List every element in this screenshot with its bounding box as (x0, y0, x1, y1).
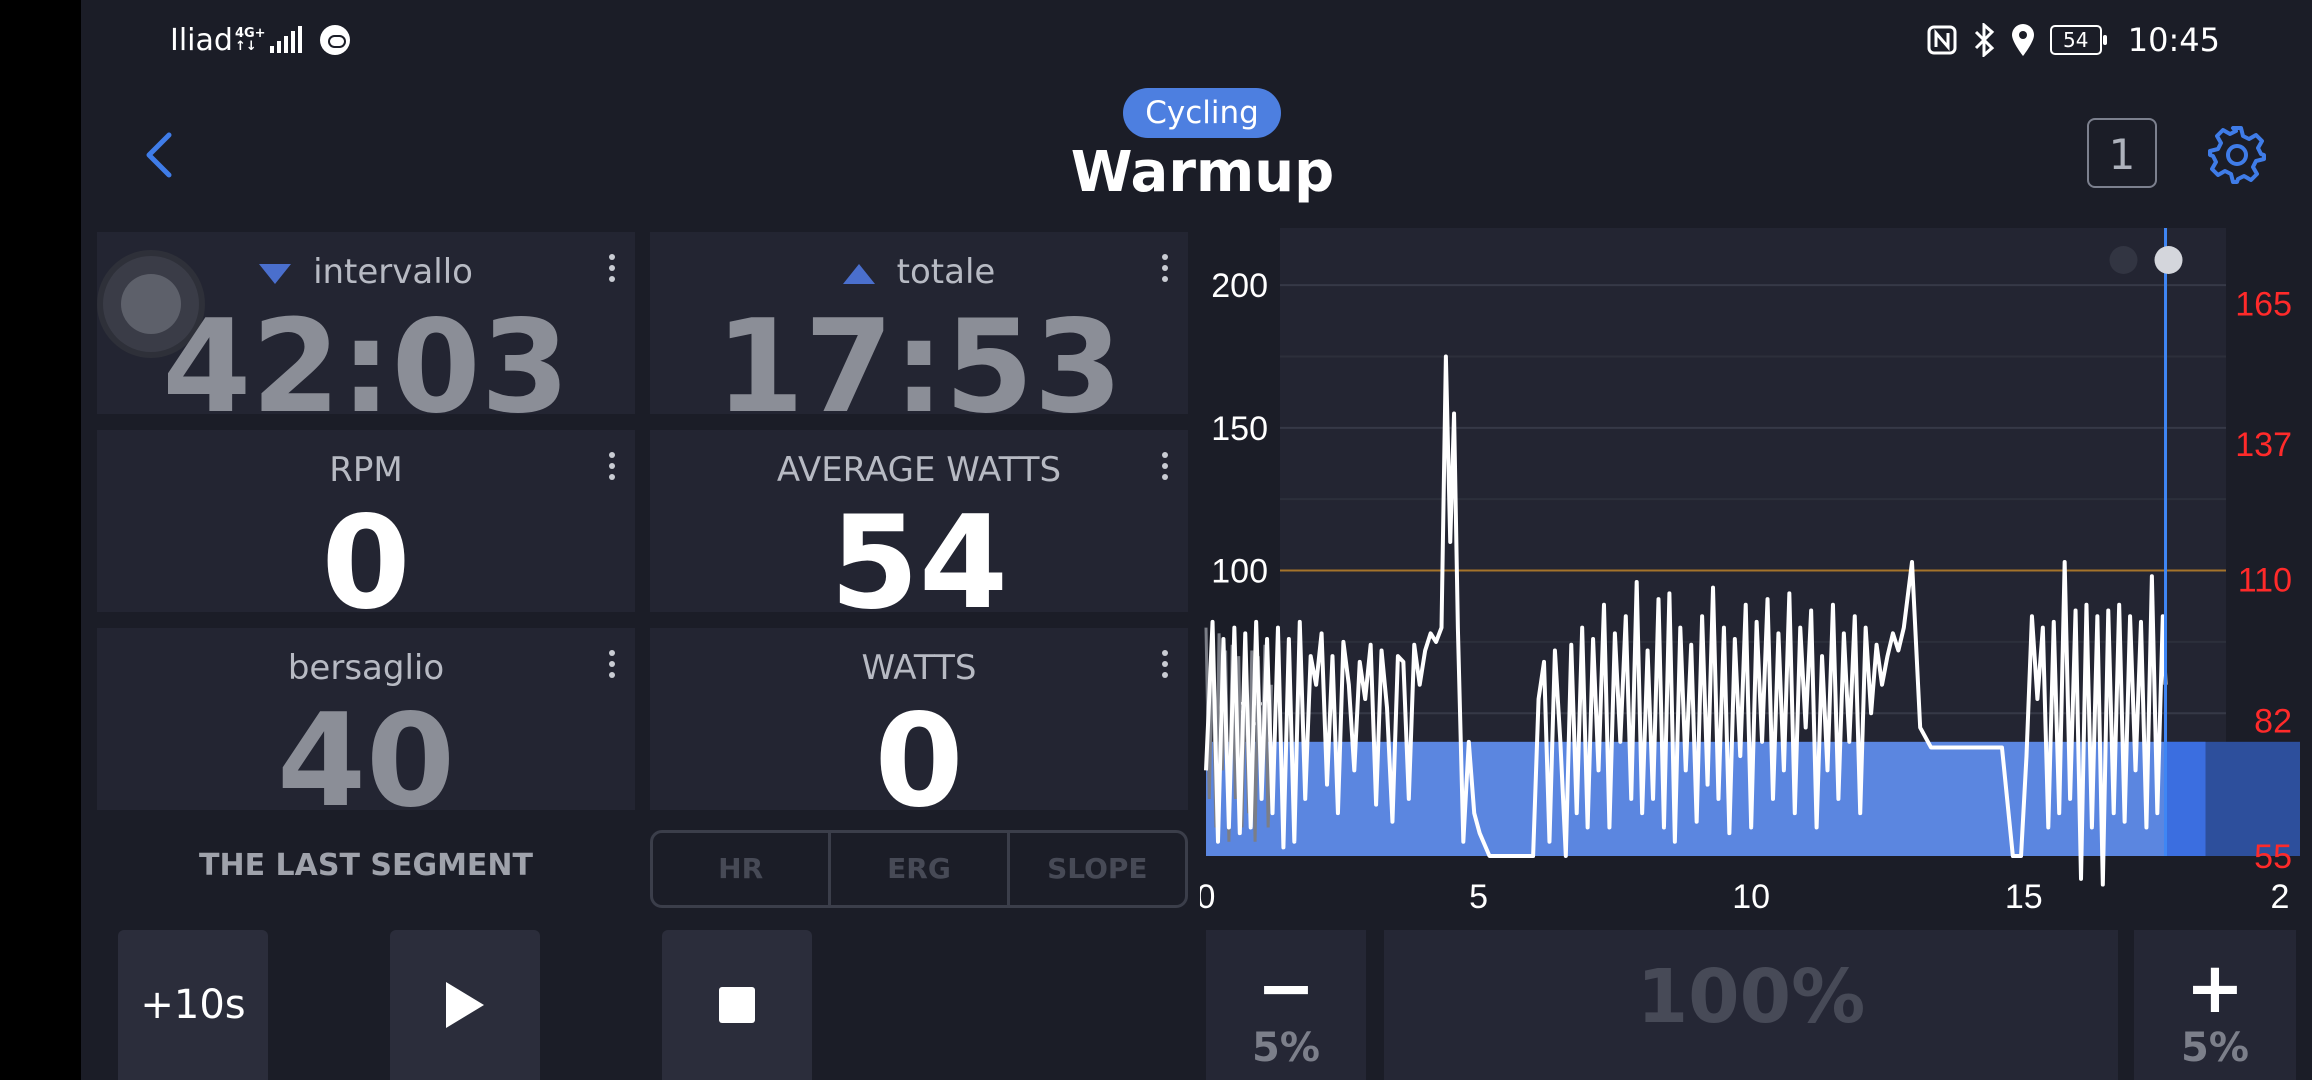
stop-button[interactable] (662, 930, 812, 1080)
y-tick-left: 100 (1211, 553, 1268, 591)
chevron-left-icon (146, 132, 172, 178)
total-tile[interactable]: totale 17:53 (650, 232, 1188, 414)
add-10s-button[interactable]: +10s (118, 930, 268, 1080)
power-series-line (1204, 354, 2168, 887)
last-segment-label: THE LAST SEGMENT (199, 848, 533, 883)
interval-value: 42:03 (162, 293, 570, 415)
nfc-icon (1927, 25, 1957, 55)
network-type-label: 4G+ (234, 26, 266, 41)
page-title: Warmup (1070, 140, 1335, 205)
network-activity: ↑↓ (234, 39, 257, 54)
interval-label: intervallo (313, 252, 473, 292)
y-tick-right: 55 (2254, 838, 2292, 876)
average-watts-tile[interactable]: AVERAGE WATTS 54 (650, 430, 1188, 612)
y-tick-left: 200 (1211, 267, 1268, 305)
x-tick: 2 (2271, 878, 2290, 916)
more-vert-icon[interactable] (609, 254, 617, 287)
decrease-step-label: 5% (1252, 1025, 1320, 1071)
carrier-name: Iliad (170, 22, 233, 58)
sport-badge: Cycling (1123, 88, 1281, 138)
cursor-handle (2154, 246, 2183, 274)
mode-slope-button[interactable]: SLOPE (1047, 852, 1148, 885)
more-vert-icon[interactable] (1162, 452, 1170, 485)
more-vert-icon[interactable] (609, 650, 617, 683)
average-watts-label: AVERAGE WATTS (776, 450, 1062, 490)
increase-step-label: 5% (2181, 1025, 2249, 1071)
cloud-icon (319, 25, 350, 55)
plus-icon: + (2185, 947, 2245, 1029)
x-tick: 10 (1732, 878, 1770, 916)
interval-tile[interactable]: intervallo 42:03 (97, 232, 635, 414)
back-button[interactable] (135, 125, 185, 185)
y-tick-left: 150 (1211, 410, 1268, 448)
minus-icon: − (1256, 947, 1316, 1029)
target-label: bersaglio (287, 648, 445, 688)
average-watts-value: 54 (829, 489, 1009, 613)
watts-value: 0 (874, 687, 964, 811)
increase-intensity-button[interactable]: + 5% (2134, 930, 2296, 1080)
more-vert-icon[interactable] (1162, 254, 1170, 287)
signal-icon (269, 26, 302, 53)
x-tick: 0 (1200, 878, 1215, 916)
x-tick: 5 (1469, 878, 1488, 916)
triangle-up-icon (842, 263, 875, 284)
total-value: 17:53 (715, 293, 1123, 415)
rpm-tile[interactable]: RPM 0 (97, 430, 635, 612)
rpm-label: RPM (329, 450, 403, 490)
cursor-prev-dot (2109, 246, 2138, 274)
more-vert-icon[interactable] (1162, 650, 1170, 683)
stop-icon (719, 987, 755, 1023)
rpm-value: 0 (321, 489, 411, 613)
location-icon (2011, 24, 2034, 56)
target-tile[interactable]: bersaglio 40 (97, 628, 635, 810)
lap-knob-icon[interactable] (103, 256, 199, 352)
y-tick-right: 165 (2235, 285, 2292, 323)
mode-hr-button[interactable]: HR (653, 833, 832, 905)
lap-counter-button[interactable]: 1 (2087, 118, 2157, 188)
y-tick-right: 82 (2254, 702, 2292, 740)
total-label: totale (896, 252, 996, 292)
play-icon (446, 982, 484, 1028)
gear-icon (2208, 126, 2266, 184)
y-tick-right: 110 (2238, 562, 2292, 600)
network-type: 4G+ ↑↓ (235, 27, 266, 53)
triangle-down-icon (259, 263, 292, 284)
status-bar-left: Iliad 4G+ ↑↓ (170, 0, 350, 80)
status-bar-right: 54 10:45 (1926, 0, 2220, 80)
watts-label: WATTS (861, 648, 977, 688)
bluetooth-icon (1974, 23, 1994, 57)
target-segment-current (2165, 741, 2206, 856)
more-vert-icon[interactable] (609, 452, 617, 485)
settings-button[interactable] (2206, 124, 2268, 186)
screen-edge (0, 0, 81, 1080)
play-button[interactable] (390, 930, 540, 1080)
target-value: 40 (276, 687, 456, 811)
battery-icon: 54 (2049, 25, 2107, 55)
x-tick: 15 (2005, 878, 2043, 916)
mode-erg-button[interactable]: ERG (831, 833, 1010, 905)
intensity-value: 100% (1384, 930, 2118, 1080)
clock: 10:45 (2127, 21, 2220, 59)
watts-tile[interactable]: WATTS 0 (650, 628, 1188, 810)
y-tick-right: 137 (2235, 426, 2292, 464)
decrease-intensity-button[interactable]: − 5% (1206, 930, 1366, 1080)
mode-selector: HR ERG SLOPE (650, 830, 1188, 908)
